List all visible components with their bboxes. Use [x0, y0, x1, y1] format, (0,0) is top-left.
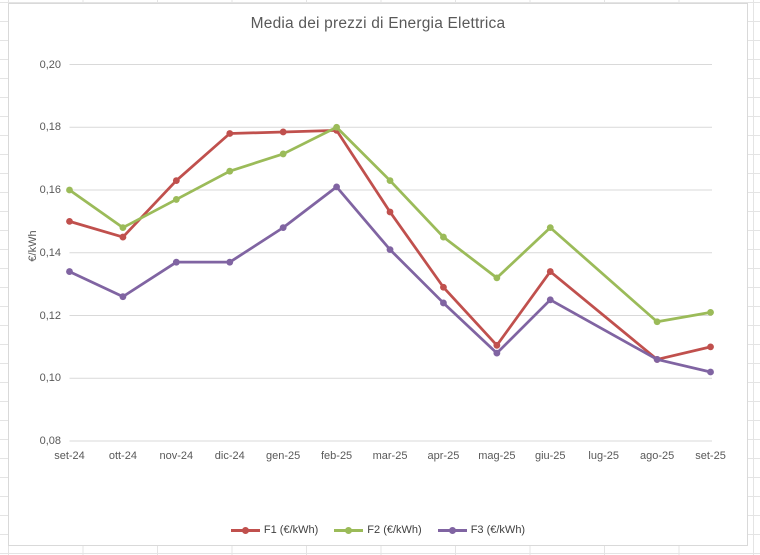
legend-item-f1[interactable]: F1 (€/kWh) — [230, 524, 319, 536]
data-point-f1 — [119, 233, 127, 241]
data-point-f2 — [493, 274, 501, 282]
data-point-f1 — [493, 341, 501, 349]
data-point-f2 — [66, 186, 73, 194]
legend-label: F1 (€/kWh) — [263, 524, 319, 536]
data-point-f1 — [386, 208, 394, 216]
series-line-f3 — [68, 185, 711, 374]
y-tick-label: 0,14 — [39, 246, 61, 259]
x-tick-label: nov-24 — [159, 450, 194, 462]
series-line-f2 — [68, 125, 711, 324]
data-point-f3 — [226, 258, 234, 266]
plot-area — [66, 64, 714, 442]
data-point-f2 — [653, 318, 661, 326]
chart-title: Media dei prezzi di Energia Elettrica — [250, 15, 506, 32]
y-tick-label: 0,16 — [39, 184, 61, 196]
legend-label: F2 (€/kWh) — [367, 524, 422, 536]
data-point-f2 — [386, 177, 394, 184]
x-tick-label: feb-25 — [320, 450, 353, 462]
legend-marker-icon — [230, 526, 260, 534]
data-point-f3 — [119, 293, 127, 301]
data-point-f3 — [546, 296, 554, 304]
data-point-f3 — [440, 299, 447, 307]
x-tick-label: apr-25 — [427, 450, 460, 462]
data-point-f3 — [172, 258, 180, 266]
legend-label: F3 (€/kWh) — [470, 524, 526, 536]
x-tick-label: mar-25 — [372, 450, 408, 462]
y-tick-label: 0,08 — [39, 435, 61, 447]
x-tick-label: giu-25 — [534, 450, 566, 462]
legend-marker-icon — [334, 526, 364, 534]
x-tick-label: gen-25 — [266, 450, 301, 462]
data-point-f2 — [172, 196, 180, 203]
data-point-f2 — [279, 150, 287, 158]
x-tick-label: mag-25 — [478, 450, 516, 462]
y-tick-label: 0,10 — [39, 372, 61, 385]
data-point-f1 — [279, 128, 287, 136]
data-point-f2 — [333, 123, 340, 131]
data-point-f2 — [226, 167, 234, 175]
chart-frame[interactable]: Media dei prezzi di Energia Elettrica €/… — [8, 3, 748, 546]
series-line-f1 — [69, 129, 711, 361]
y-tick-label: 0,20 — [39, 58, 61, 71]
x-tick-label: ago-25 — [639, 450, 675, 462]
data-point-f2 — [546, 224, 554, 232]
data-point-f3 — [653, 356, 661, 363]
x-tick-label: ott-24 — [108, 450, 137, 462]
legend-item-f2[interactable]: F2 (€/kWh) — [334, 524, 422, 536]
x-tick-label: dic-24 — [214, 450, 245, 462]
x-tick-label: set-24 — [54, 450, 85, 462]
data-point-f1 — [707, 343, 714, 351]
legend-marker-icon — [437, 526, 467, 534]
data-point-f3 — [279, 224, 287, 232]
legend: F1 (€/kWh) F2 (€/kWh) F3 (€/kWh) — [9, 524, 747, 536]
x-tick-label: lug-25 — [588, 450, 619, 462]
x-tick-label: set-25 — [695, 450, 726, 462]
data-point-f3 — [66, 268, 73, 275]
data-point-f1 — [546, 268, 554, 275]
legend-item-f3[interactable]: F3 (€/kWh) — [437, 524, 526, 536]
data-point-f2 — [707, 308, 714, 316]
data-point-f1 — [66, 217, 73, 225]
data-point-f3 — [707, 368, 714, 376]
y-tick-label: 0,18 — [39, 121, 61, 134]
data-point-f1 — [226, 130, 234, 137]
data-point-f1 — [440, 283, 447, 291]
y-tick-label: 0,12 — [39, 309, 61, 322]
data-point-f2 — [119, 224, 127, 232]
data-point-f3 — [386, 246, 394, 254]
data-point-f1 — [172, 177, 180, 184]
data-point-f3 — [333, 183, 340, 191]
data-point-f3 — [493, 349, 501, 357]
data-point-f2 — [440, 233, 447, 241]
